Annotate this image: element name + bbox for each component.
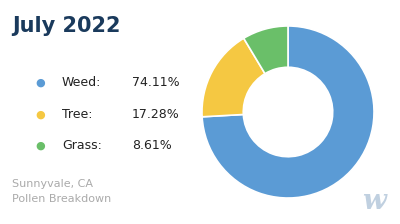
Text: 74.11%: 74.11%	[132, 76, 180, 89]
Text: Weed:: Weed:	[62, 76, 101, 89]
Text: ●: ●	[35, 141, 45, 151]
Text: ●: ●	[35, 78, 45, 88]
Wedge shape	[244, 26, 288, 74]
Text: Tree:: Tree:	[62, 108, 92, 121]
Text: w: w	[362, 188, 386, 215]
Text: 8.61%: 8.61%	[132, 139, 172, 152]
Wedge shape	[202, 38, 265, 117]
Text: Grass:: Grass:	[62, 139, 102, 152]
Wedge shape	[202, 26, 374, 198]
Text: July 2022: July 2022	[12, 16, 120, 36]
Text: ●: ●	[35, 109, 45, 119]
Text: Sunnyvale, CA
Pollen Breakdown: Sunnyvale, CA Pollen Breakdown	[12, 179, 111, 204]
Text: 17.28%: 17.28%	[132, 108, 180, 121]
